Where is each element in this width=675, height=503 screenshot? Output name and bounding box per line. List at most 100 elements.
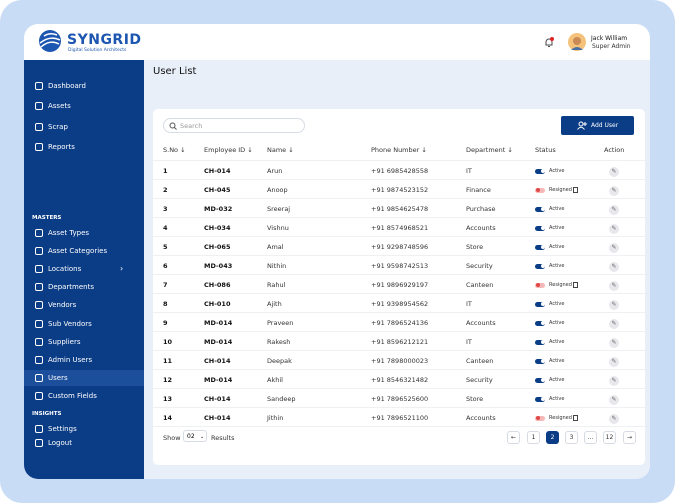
serial-number: 4 xyxy=(163,224,168,232)
action-button[interactable]: ✎ xyxy=(609,185,619,196)
department: Store xyxy=(466,395,484,403)
toggle-knob xyxy=(540,207,545,211)
status-label: Active xyxy=(549,168,565,174)
status-toggle[interactable] xyxy=(535,225,545,231)
department: Purchase xyxy=(466,205,496,213)
page-button[interactable]: 1 xyxy=(527,431,540,444)
page-size-value: 02 xyxy=(187,433,195,440)
menu-item[interactable]: Asset Categories xyxy=(24,243,144,259)
action-button[interactable]: ✎ xyxy=(609,413,619,424)
menu-label: Asset Types xyxy=(48,229,90,237)
status-toggle[interactable] xyxy=(535,187,545,193)
action-button[interactable]: ✎ xyxy=(609,223,619,234)
menu-item[interactable]: Scrap xyxy=(24,119,144,135)
page-button[interactable]: 3 xyxy=(565,431,578,444)
row-divider xyxy=(153,274,645,275)
phone-number: +91 8596212121 xyxy=(371,338,429,346)
page-button[interactable]: 2 xyxy=(546,431,559,444)
document-icon xyxy=(573,187,578,193)
toggle-knob xyxy=(540,169,545,173)
employee-name: Praveen xyxy=(267,319,294,327)
status-toggle[interactable] xyxy=(535,301,545,307)
menu-item[interactable]: Departments xyxy=(24,279,144,295)
menu-item[interactable]: Vendors xyxy=(24,297,144,313)
menu-item[interactable]: Suppliers xyxy=(24,334,144,350)
row-divider xyxy=(153,369,645,370)
status-toggle[interactable] xyxy=(535,396,545,402)
status-toggle[interactable] xyxy=(535,339,545,345)
add-user-button[interactable]: Add User xyxy=(561,116,634,135)
menu-label: Custom Fields xyxy=(48,391,97,400)
action-button[interactable]: ✎ xyxy=(609,356,619,367)
employee-id: MD-032 xyxy=(204,205,233,213)
department: Store xyxy=(466,243,484,251)
status-toggle[interactable] xyxy=(535,168,545,174)
action-button[interactable]: ✎ xyxy=(609,242,619,253)
search-box[interactable]: Search xyxy=(163,118,305,133)
status-toggle[interactable] xyxy=(535,282,545,288)
action-button[interactable]: ✎ xyxy=(609,261,619,272)
action-button[interactable]: ✎ xyxy=(609,204,619,215)
page-button[interactable]: 12 xyxy=(603,431,616,444)
row-divider xyxy=(153,236,645,237)
status-toggle[interactable] xyxy=(535,358,545,364)
column-header: Status xyxy=(535,146,556,154)
menu-item[interactable]: Logout xyxy=(24,435,144,451)
menu-item[interactable]: Sub Vendors xyxy=(24,316,144,332)
page-size-select[interactable]: 02 ⌄ xyxy=(183,430,207,442)
action-button[interactable]: ✎ xyxy=(609,166,619,177)
notification-bell[interactable] xyxy=(543,36,555,48)
serial-number: 12 xyxy=(163,376,173,384)
action-button[interactable]: ✎ xyxy=(609,280,619,291)
action-button[interactable]: ✎ xyxy=(609,318,619,329)
employee-name: Sreeraj xyxy=(267,205,291,213)
menu-item[interactable]: Assets xyxy=(24,98,144,114)
menu-item[interactable]: Admin Users xyxy=(24,352,144,368)
menu-label: Reports xyxy=(48,142,75,151)
section-title: INSIGHTS xyxy=(32,411,62,417)
menu-item[interactable]: Settings xyxy=(24,421,144,437)
menu-label: Dashboard xyxy=(48,82,86,90)
employee-id: CH-014 xyxy=(204,414,231,422)
action-button[interactable]: ✎ xyxy=(609,375,619,386)
prev-page[interactable]: ← xyxy=(507,431,520,444)
menu-item[interactable]: Locations › xyxy=(24,261,144,277)
employee-id: MD-014 xyxy=(204,319,233,327)
row-divider xyxy=(153,312,645,313)
action-button[interactable]: ✎ xyxy=(609,394,619,405)
menu-item[interactable]: Reports xyxy=(24,139,144,155)
status-toggle[interactable] xyxy=(535,244,545,250)
column-header: Phone Number ↓ xyxy=(371,146,427,154)
column-header: Department ↓ xyxy=(466,146,513,154)
action-button[interactable]: ✎ xyxy=(609,299,619,310)
status-toggle[interactable] xyxy=(535,206,545,212)
phone-number: +91 7898000023 xyxy=(371,357,429,365)
action-button[interactable]: ✎ xyxy=(609,337,619,348)
phone-number: +91 7896525600 xyxy=(371,395,429,403)
status-toggle[interactable] xyxy=(535,377,545,383)
department: Canteen xyxy=(466,281,494,289)
status-label: Resigned xyxy=(549,187,572,193)
avatar[interactable] xyxy=(568,33,586,51)
page-button[interactable]: ... xyxy=(584,431,597,444)
department: Finance xyxy=(466,186,491,194)
menu-label: Scrap xyxy=(48,122,68,131)
show-label: Show xyxy=(163,434,181,442)
phone-number: +91 7896521100 xyxy=(371,414,429,422)
employee-id: CH-086 xyxy=(204,281,231,289)
next-page[interactable]: → xyxy=(623,431,636,444)
menu-item[interactable]: Dashboard xyxy=(24,78,144,94)
status-toggle[interactable] xyxy=(535,263,545,269)
status-toggle[interactable] xyxy=(535,415,545,421)
menu-item[interactable]: Users xyxy=(24,369,144,386)
column-header: Action xyxy=(604,146,625,154)
menu-item[interactable]: Custom Fields xyxy=(24,388,144,404)
menu-item[interactable]: Asset Types xyxy=(24,225,144,241)
dropdown-arrow: ⌄ xyxy=(200,434,205,440)
employee-name: Sandeep xyxy=(267,395,296,403)
employee-id: CH-014 xyxy=(204,357,231,365)
toggle-knob xyxy=(535,188,540,192)
status-toggle[interactable] xyxy=(535,320,545,326)
department: Accounts xyxy=(466,414,496,422)
